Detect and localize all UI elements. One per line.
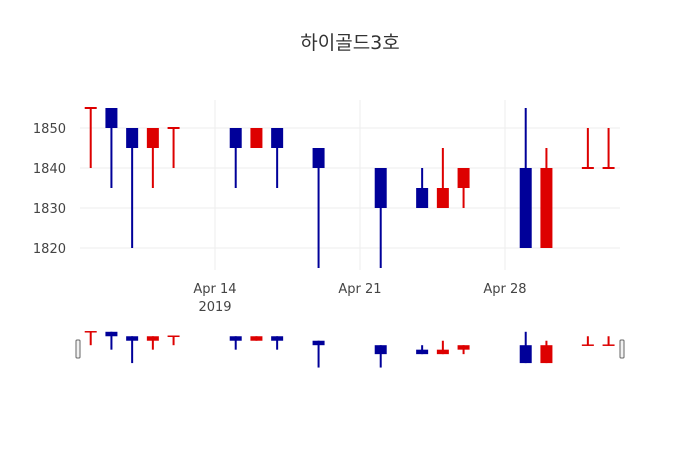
candle-decreasing[interactable] [312, 340, 325, 368]
candle-increasing[interactable] [457, 168, 470, 208]
x-tick-label: Apr 21 [338, 282, 381, 297]
candle-decreasing[interactable] [126, 336, 139, 364]
x-tick-label: Apr 14 [193, 282, 236, 297]
y-tick-label: 1850 [33, 122, 66, 137]
y-tick-label: 1840 [33, 162, 66, 177]
y-tick-label: 1830 [33, 202, 66, 217]
candle-increasing[interactable] [167, 335, 180, 346]
candle-decreasing[interactable] [519, 108, 532, 248]
candle-increasing[interactable] [602, 336, 615, 346]
candle-increasing[interactable] [436, 148, 449, 208]
candle-decreasing[interactable] [229, 128, 242, 188]
gridlines [80, 100, 620, 270]
candle-decreasing[interactable] [105, 331, 118, 350]
candle-decreasing[interactable] [374, 345, 387, 368]
candle-increasing[interactable] [84, 107, 97, 168]
candle-decreasing[interactable] [229, 336, 242, 350]
candle-decreasing[interactable] [374, 168, 387, 268]
candle-decreasing[interactable] [271, 336, 284, 350]
candles-main [84, 107, 615, 268]
range-slider-right-handle[interactable] [619, 339, 625, 359]
candle-decreasing[interactable] [519, 331, 532, 364]
candle-decreasing[interactable] [105, 108, 118, 188]
candle-increasing[interactable] [540, 340, 553, 364]
candle-increasing[interactable] [146, 128, 159, 188]
candle-decreasing[interactable] [416, 345, 429, 355]
candle-increasing[interactable] [250, 336, 263, 341]
candle-decreasing[interactable] [312, 148, 325, 268]
candle-increasing[interactable] [146, 336, 159, 350]
chart-title: 하이골드3호 [300, 32, 400, 54]
candle-increasing[interactable] [602, 128, 615, 169]
candle-decreasing[interactable] [271, 128, 284, 188]
candle-increasing[interactable] [250, 128, 263, 148]
range-slider-left-handle[interactable] [75, 339, 81, 359]
x-axis: Apr 14 2019 Apr 21 Apr 28 [193, 282, 526, 315]
candle-increasing[interactable] [436, 340, 449, 355]
candle-increasing[interactable] [540, 148, 553, 248]
candle-increasing[interactable] [581, 336, 594, 346]
y-tick-label: 1820 [33, 242, 66, 257]
candle-increasing[interactable] [581, 128, 594, 169]
x-tick-label: Apr 28 [483, 282, 526, 297]
candle-increasing[interactable] [457, 345, 470, 355]
y-axis: 1820 1830 1840 1850 [33, 122, 66, 257]
candle-increasing[interactable] [167, 127, 180, 168]
candle-increasing[interactable] [84, 331, 97, 346]
range-slider[interactable] [75, 331, 625, 368]
x-tick-year-label: 2019 [198, 300, 231, 315]
candle-decreasing[interactable] [416, 168, 429, 208]
candle-decreasing[interactable] [126, 128, 139, 248]
